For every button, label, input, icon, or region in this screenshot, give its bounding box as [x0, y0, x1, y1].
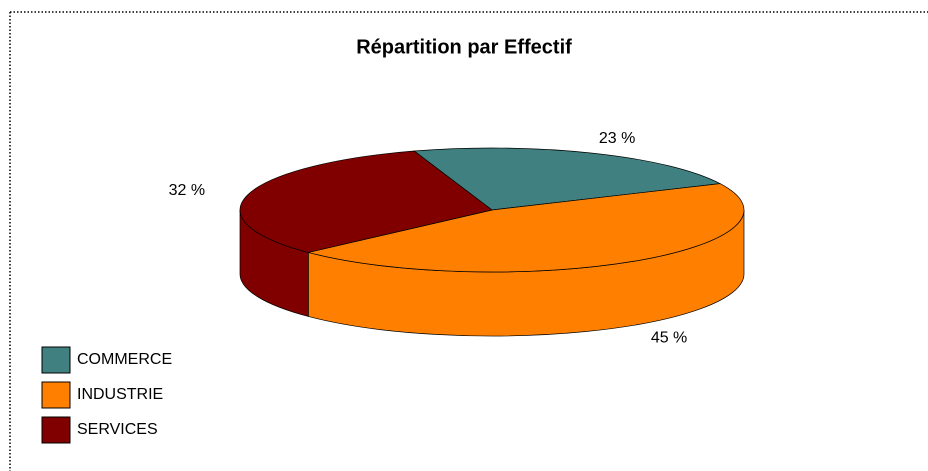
legend-swatch: [41, 381, 71, 409]
legend-label: INDUSTRIE: [77, 386, 163, 403]
chart-title: Répartition par Effectif: [356, 36, 572, 58]
pie-slice: [308, 183, 745, 273]
data-label: 45 %: [651, 329, 687, 346]
legend-label: COMMERCE: [77, 351, 172, 368]
pie-slice: [413, 147, 722, 211]
data-label: 23 %: [599, 130, 635, 147]
legend-label: SERVICES: [77, 421, 158, 438]
pie-slice: [239, 150, 493, 253]
data-label: 32 %: [169, 182, 205, 199]
legend-swatch: [41, 416, 71, 444]
legend-swatch: [41, 346, 71, 374]
